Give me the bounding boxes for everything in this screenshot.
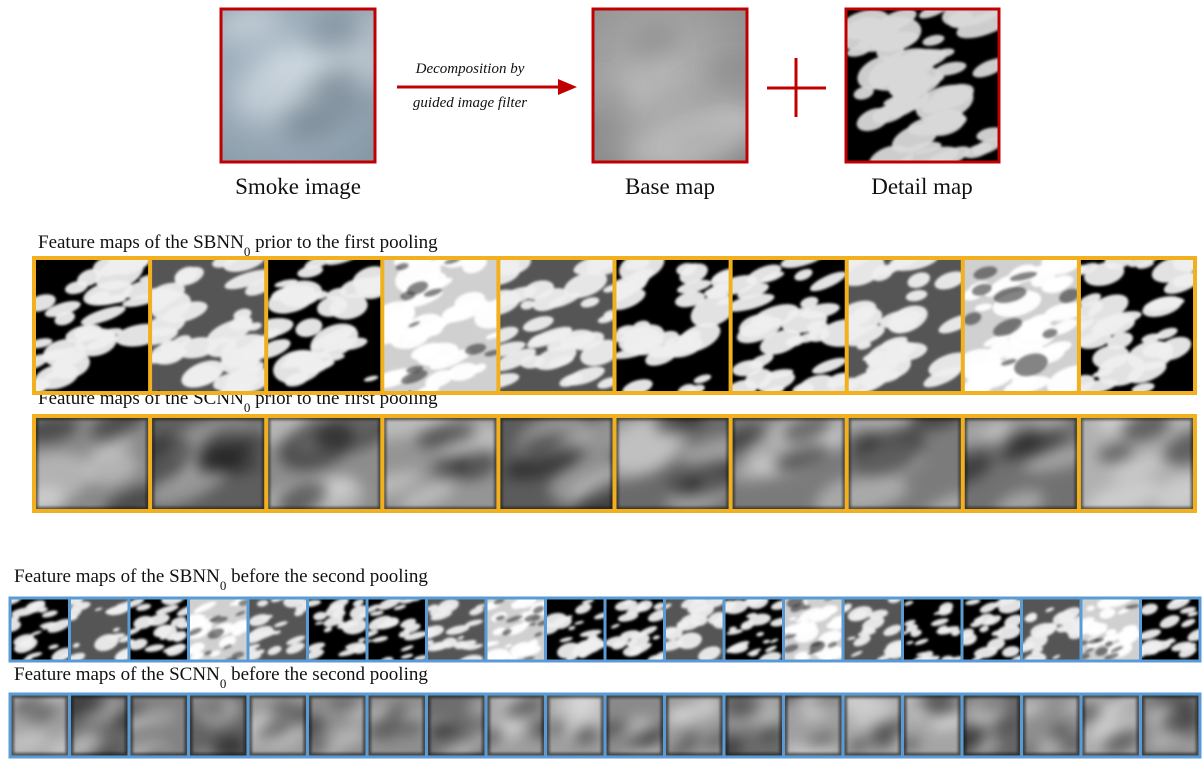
tile [950, 238, 1097, 405]
tile [1141, 686, 1202, 757]
row-label: Feature maps of the SBNN0 prior to the f… [38, 232, 438, 259]
tile [547, 10, 770, 183]
tile [1136, 595, 1202, 661]
label-text: before the second pooling [226, 664, 428, 685]
tile [714, 591, 793, 668]
tile [828, 246, 976, 400]
tile [957, 592, 1031, 668]
arrow-label: Decomposition by [415, 61, 525, 77]
row-label: Feature maps of the SCNN0 before the sec… [14, 664, 428, 691]
tile [480, 591, 554, 665]
figure: Decomposition by guided image filter Smo… [0, 0, 1202, 764]
tile [180, 593, 255, 665]
tile [240, 592, 314, 663]
tile [303, 596, 373, 663]
label-text: Feature maps of the SBNN [38, 232, 244, 253]
label-text: Feature maps of the SBNN [14, 566, 220, 587]
tile [604, 598, 672, 666]
label-text: before the second pooling [226, 566, 428, 587]
label-text: prior to the first pooling [250, 232, 438, 253]
arrow-label: guided image filter [413, 95, 527, 111]
tile [1079, 394, 1202, 525]
tile [838, 591, 912, 663]
tile [0, 402, 173, 528]
tile [835, 0, 1017, 180]
tile [597, 694, 674, 764]
tile [899, 598, 965, 668]
tile [1016, 598, 1090, 668]
caption: Smoke image [235, 174, 361, 199]
label-text: Feature maps of the SCNN [14, 664, 220, 685]
tile [539, 598, 611, 662]
row-label: Feature maps of the SBNN0 before the sec… [14, 566, 428, 593]
caption: Base map [625, 174, 715, 199]
caption: Detail map [871, 174, 973, 199]
arrow-head [558, 79, 577, 95]
